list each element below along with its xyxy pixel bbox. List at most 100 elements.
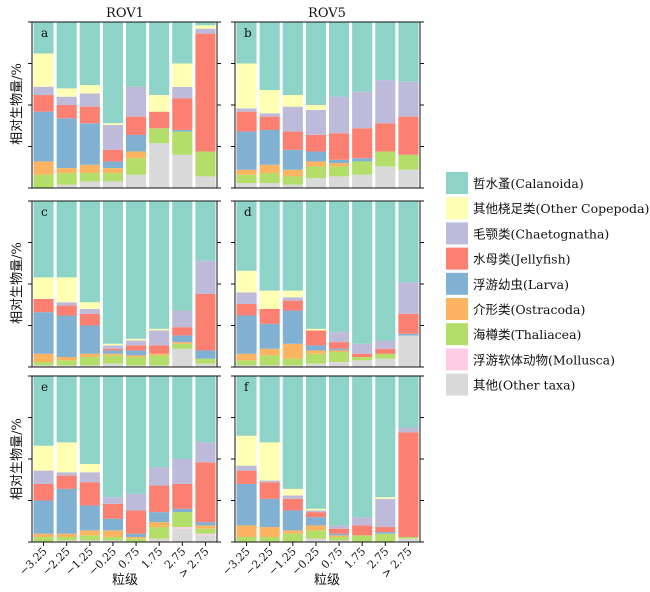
bar-segment: [102, 537, 123, 541]
bar-segment: [126, 537, 147, 539]
bar-b-8: [398, 22, 419, 188]
bar-d-5: [329, 201, 350, 367]
bar-segment: [33, 470, 54, 484]
bar-segment: [282, 498, 303, 511]
bar-segment: [259, 376, 280, 443]
bar-segment: [149, 365, 170, 367]
bar-d-1: [236, 201, 257, 367]
bar-d-2: [259, 201, 280, 367]
bar-segment: [56, 488, 77, 534]
bar-segment: [329, 133, 350, 160]
bar-segment: [79, 530, 100, 536]
bar-segment: [102, 353, 123, 356]
bar-segment: [56, 168, 77, 174]
bar-segment: [102, 149, 123, 162]
bar-segment: [79, 93, 100, 107]
bar-segment: [149, 538, 170, 542]
bar-c-5: [126, 201, 147, 367]
bar-segment: [329, 342, 350, 349]
bar-segment: [172, 131, 193, 155]
bar-segment: [305, 376, 326, 509]
bar-segment: [102, 350, 123, 354]
bar-segment: [375, 123, 396, 152]
bar-f-3: [282, 376, 303, 542]
bar-segment: [375, 527, 396, 533]
bar-segment: [398, 537, 419, 539]
bar-d-4: [305, 201, 326, 367]
bar-c-6: [149, 201, 170, 367]
bar-segment: [352, 174, 373, 188]
bar-segment: [259, 173, 280, 184]
bar-segment: [33, 111, 54, 162]
bar-segment: [352, 161, 373, 175]
bar-segment: [305, 330, 326, 346]
bar-segment: [33, 376, 54, 446]
bar-segment: [126, 493, 147, 511]
bar-segment: [195, 376, 216, 443]
bar-segment: [79, 365, 100, 367]
bar-segment: [149, 95, 170, 112]
bar-segment: [305, 105, 326, 110]
bar-segment: [398, 333, 419, 336]
bar-segment: [236, 365, 257, 367]
bar-segment: [282, 22, 303, 96]
legend-label: 毛颚类(Chaetognatha): [473, 226, 609, 241]
legend-item: 其他(Other taxa): [446, 373, 575, 396]
panel-label: c: [41, 205, 48, 219]
bar-segment: [259, 183, 280, 188]
bar-segment: [352, 357, 373, 361]
bar-segment: [236, 483, 257, 526]
bar-segment: [33, 353, 54, 363]
bar-segment: [79, 181, 100, 188]
bar-segment: [172, 528, 193, 542]
bar-segment: [259, 201, 280, 291]
bar-segment: [33, 277, 54, 299]
bar-segment: [236, 169, 257, 175]
bar-segment: [305, 510, 326, 513]
bar-segment: [282, 530, 303, 534]
bar-segment: [282, 149, 303, 170]
legend-label: 介形类(Ostracoda): [473, 302, 585, 317]
bar-segment: [102, 343, 123, 346]
bar-segment: [305, 166, 326, 179]
bar-segment: [282, 310, 303, 344]
bar-segment: [398, 538, 419, 542]
bar-segment: [149, 328, 170, 331]
bar-segment: [102, 22, 123, 124]
y-axis-label-bottom: 相对生物量/%: [10, 418, 25, 500]
bar-segment: [126, 158, 147, 175]
bar-segment: [33, 483, 54, 501]
legend-swatch: [446, 222, 468, 245]
bar-segment: [329, 352, 350, 363]
bar-segment: [79, 22, 100, 86]
legend-item: 其他桡足类(Other Copepoda): [446, 197, 649, 220]
bar-segment: [195, 151, 216, 177]
bar-segment: [282, 533, 303, 542]
bar-segment: [282, 365, 303, 367]
bar-segment: [126, 174, 147, 188]
bar-segment: [236, 315, 257, 354]
bar-segment: [126, 340, 147, 346]
bar-segment: [329, 537, 350, 541]
bar-f-7: [375, 376, 396, 542]
bar-segment: [56, 357, 77, 361]
bar-segment: [305, 525, 326, 531]
bar-segment: [282, 176, 303, 185]
legend-label: 浮游软体动物(Mollusca): [473, 352, 615, 367]
bar-segment: [102, 168, 123, 174]
panel-label: f: [244, 380, 250, 394]
bar-segment: [236, 525, 257, 538]
bar-segment: [79, 472, 100, 483]
bar-segment: [259, 113, 280, 117]
bar-segment: [79, 302, 100, 309]
bar-segment: [305, 512, 326, 518]
bar-segment: [352, 353, 373, 358]
bar-segment: [352, 91, 373, 129]
legend-label: 哲水蚤(Calanoida): [473, 176, 584, 191]
bar-e-2: [56, 376, 77, 542]
bar-segment: [259, 482, 280, 499]
bar-segment: [33, 95, 54, 112]
bar-segment: [259, 129, 280, 165]
bar-e-7: [172, 376, 193, 542]
bar-segment: [33, 298, 54, 313]
